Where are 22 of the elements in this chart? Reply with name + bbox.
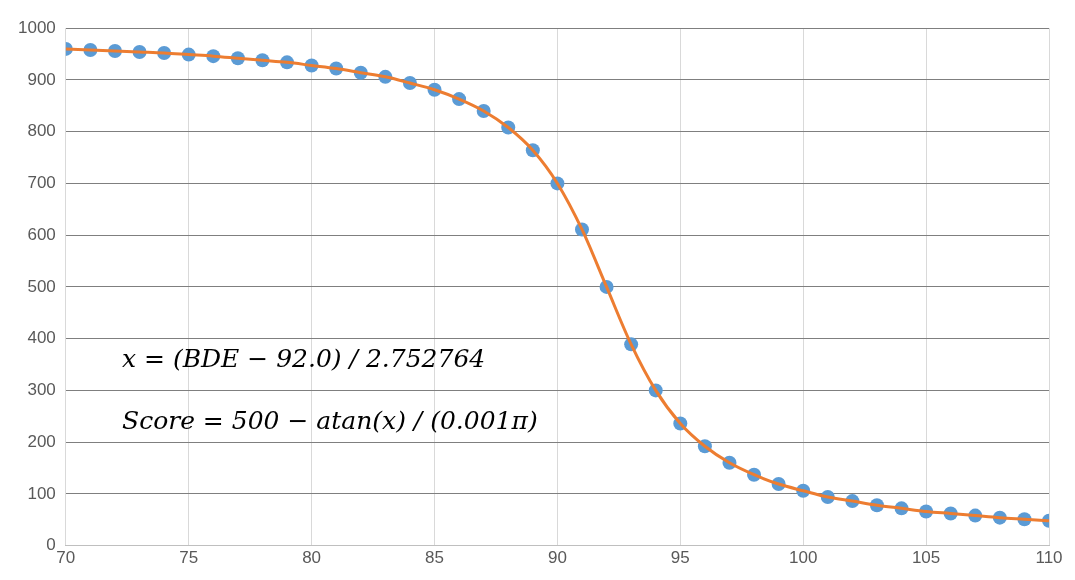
y-tick-label: 400 bbox=[27, 328, 56, 348]
y-tick-label: 900 bbox=[27, 69, 56, 89]
y-tick-label: 700 bbox=[27, 173, 56, 193]
x-tick-label: 75 bbox=[179, 548, 199, 568]
x-tick-label: 105 bbox=[911, 548, 941, 568]
y-tick-label: 0 bbox=[46, 535, 56, 555]
x-tick-label: 95 bbox=[670, 548, 690, 568]
x-tick-label: 90 bbox=[547, 548, 567, 568]
y-tick-label: 100 bbox=[27, 483, 56, 503]
x-tick-label: 100 bbox=[789, 548, 818, 568]
y-tick-label: 1000 bbox=[17, 17, 56, 37]
annotation: x = (BDE − 92.0) / 2.752764 bbox=[122, 343, 487, 375]
y-tick-label: 500 bbox=[27, 276, 56, 296]
y-tick-label: 800 bbox=[27, 121, 56, 141]
y-tick-label: 200 bbox=[27, 431, 56, 451]
x-tick-label: 85 bbox=[425, 548, 444, 568]
x-tick-label: 110 bbox=[1035, 548, 1063, 568]
y-tick-label: 600 bbox=[27, 224, 56, 244]
annotation: Score = 500 − atan(x) / (0.001π) bbox=[122, 405, 538, 437]
x-tick-label: 70 bbox=[56, 548, 76, 568]
y-tick-label: 300 bbox=[27, 380, 56, 400]
x-tick-label: 80 bbox=[302, 548, 322, 568]
